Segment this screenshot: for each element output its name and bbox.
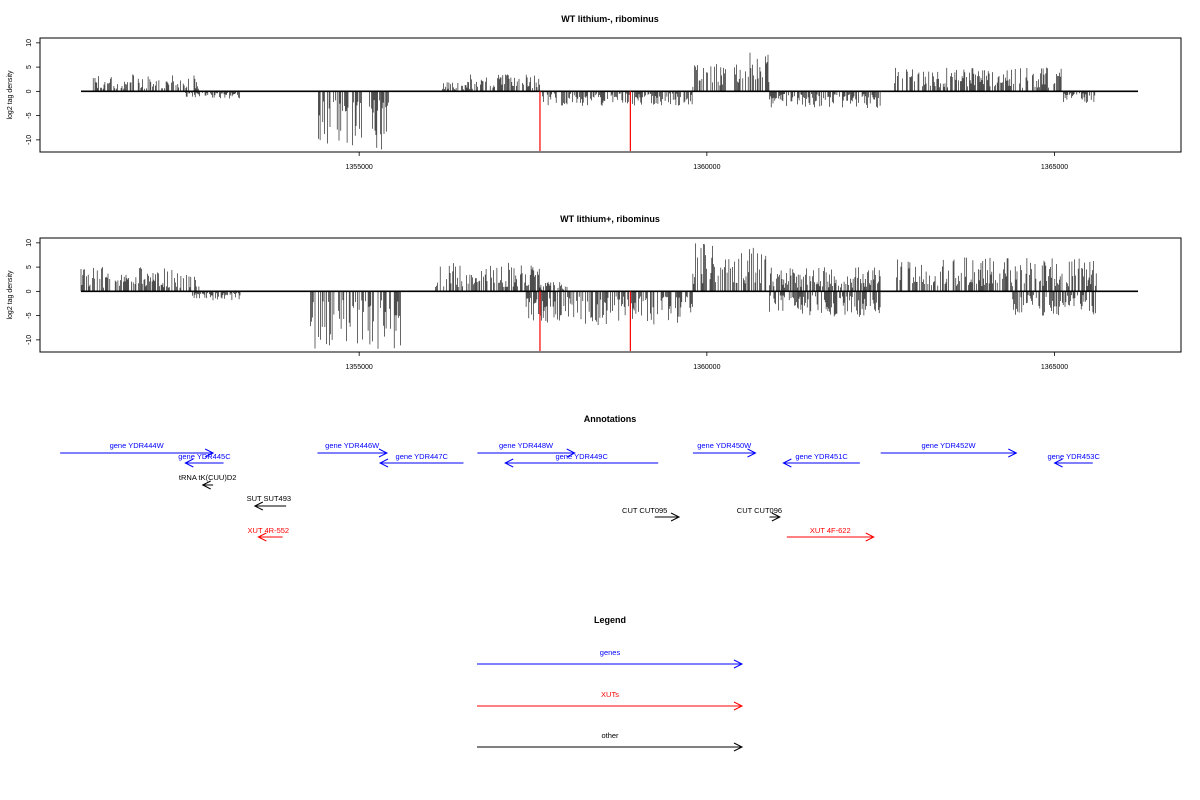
minus-strand-density — [525, 291, 693, 326]
y-axis-label: log2 tag density — [7, 270, 14, 320]
feature-label: gene YDR446W — [325, 441, 380, 450]
y-tick-label: 5 — [26, 65, 33, 69]
legend-label: genes — [600, 648, 621, 657]
minus-strand-density — [769, 91, 881, 108]
plus-strand-density — [92, 74, 199, 92]
feature-label: tRNA tK(CUU)D2 — [179, 473, 237, 482]
plus-strand-density — [692, 243, 767, 292]
feature-gene-ydr446w: gene YDR446W — [317, 441, 389, 458]
plot-frame — [39, 237, 1182, 353]
annotations-title: Annotations — [584, 414, 637, 424]
feature-label: gene YDR449C — [555, 452, 608, 461]
plus-strand-density — [734, 52, 770, 92]
feature-xut-4r-552: XUT 4R-552 — [248, 526, 290, 542]
feature-gene-ydr447c: gene YDR447C — [378, 452, 464, 468]
y-tick-label: 0 — [26, 289, 33, 293]
minus-strand-density — [769, 291, 881, 317]
panel-lithium-minus: WT lithium-, ribominus -10 -5 0 5 10 log2 tag … — [7, 14, 1182, 171]
feature-label: gene YDR451C — [795, 452, 848, 461]
plus-strand-density — [470, 74, 541, 92]
legend-label: other — [601, 731, 619, 740]
legend-item-genes: genes — [477, 648, 744, 669]
minus-strand-density — [1012, 291, 1096, 316]
feature-label: SUT SUT493 — [247, 494, 291, 503]
minus-strand-density — [192, 291, 241, 301]
plus-strand-density — [894, 67, 1062, 92]
feature-gene-ydr448w: gene YDR448W — [477, 441, 576, 458]
feature-gene-ydr453c: gene YDR453C — [1047, 452, 1100, 468]
plus-strand-density — [769, 267, 881, 292]
feature-label: gene YDR452W — [921, 441, 976, 450]
feature-cut-cut096: CUT CUT096 — [737, 506, 782, 522]
feature-gene-ydr449c: gene YDR449C — [504, 452, 659, 468]
minus-strand-density — [539, 91, 693, 106]
plot-frame — [39, 37, 1182, 153]
feature-label: gene YDR447C — [396, 452, 449, 461]
feature-label: gene YDR444W — [110, 441, 165, 450]
feature-label: CUT CUT096 — [737, 506, 782, 515]
minus-strand-density — [310, 291, 401, 349]
y-tick-label: 5 — [26, 265, 33, 269]
x-tick-label: 1365000 — [1041, 164, 1068, 171]
x-tick-label: 1360000 — [693, 164, 720, 171]
feature-label: gene YDR448W — [499, 441, 554, 450]
plus-strand-density — [896, 257, 1097, 292]
y-tick-label: 0 — [26, 89, 33, 93]
legend: Legend genes XUTs other — [477, 615, 744, 752]
legend-label: XUTs — [601, 690, 619, 699]
panel-lithium-plus: WT lithium+, ribominus -10 -5 0 5 10 log2 tag … — [7, 214, 1182, 371]
feature-xut-4f-622: XUT 4F-622 — [786, 526, 875, 542]
x-tick-label: 1360000 — [693, 364, 720, 371]
chart-title: WT lithium+, ribominus — [560, 214, 660, 224]
minus-strand-density — [317, 91, 389, 150]
feature-label: XUT 4R-552 — [248, 526, 290, 535]
feature-label: XUT 4F-622 — [810, 526, 851, 535]
legend-title: Legend — [594, 615, 626, 625]
feature-gene-ydr452w: gene YDR452W — [880, 441, 1018, 458]
plus-strand-density — [80, 267, 200, 292]
x-tick-label: 1365000 — [1041, 364, 1068, 371]
feature-trna-tk-cuu-d2: tRNA tK(CUU)D2 — [179, 473, 237, 490]
minus-strand-density — [1063, 91, 1096, 103]
feature-gene-ydr445c: gene YDR445C — [178, 452, 231, 468]
feature-label: CUT CUT095 — [622, 506, 667, 515]
chart-title: WT lithium-, ribominus — [561, 14, 659, 24]
feature-label: gene YDR445C — [178, 452, 231, 461]
y-tick-label: -10 — [26, 135, 33, 145]
y-tick-label: -10 — [26, 335, 33, 345]
feature-cut-cut095: CUT CUT095 — [622, 506, 681, 522]
annotations-track: Annotations gene YDR444W gene YDR445C tRNA … — [60, 414, 1100, 542]
feature-gene-ydr450w: gene YDR450W — [692, 441, 757, 458]
y-axis-label: log2 tag density — [7, 70, 14, 120]
plus-strand-density — [692, 64, 726, 92]
x-tick-label: 1355000 — [346, 364, 373, 371]
feature-gene-ydr444w: gene YDR444W — [60, 441, 215, 458]
feature-label: gene YDR450W — [697, 441, 752, 450]
minus-strand-density — [185, 91, 240, 99]
plus-strand-density — [442, 81, 470, 92]
feature-sut-sut493: SUT SUT493 — [247, 494, 291, 511]
plus-strand-density — [435, 262, 540, 292]
feature-label: gene YDR453C — [1047, 452, 1100, 461]
y-tick-label: 10 — [26, 39, 33, 47]
y-tick-label: -5 — [26, 112, 33, 118]
feature-gene-ydr451c: gene YDR451C — [782, 452, 860, 468]
y-tick-label: 10 — [26, 239, 33, 247]
legend-item-other: other — [477, 731, 744, 752]
plus-strand-density — [539, 282, 568, 292]
legend-item-xuts: XUTs — [477, 690, 744, 711]
y-tick-label: -5 — [26, 312, 33, 318]
x-tick-label: 1355000 — [346, 164, 373, 171]
